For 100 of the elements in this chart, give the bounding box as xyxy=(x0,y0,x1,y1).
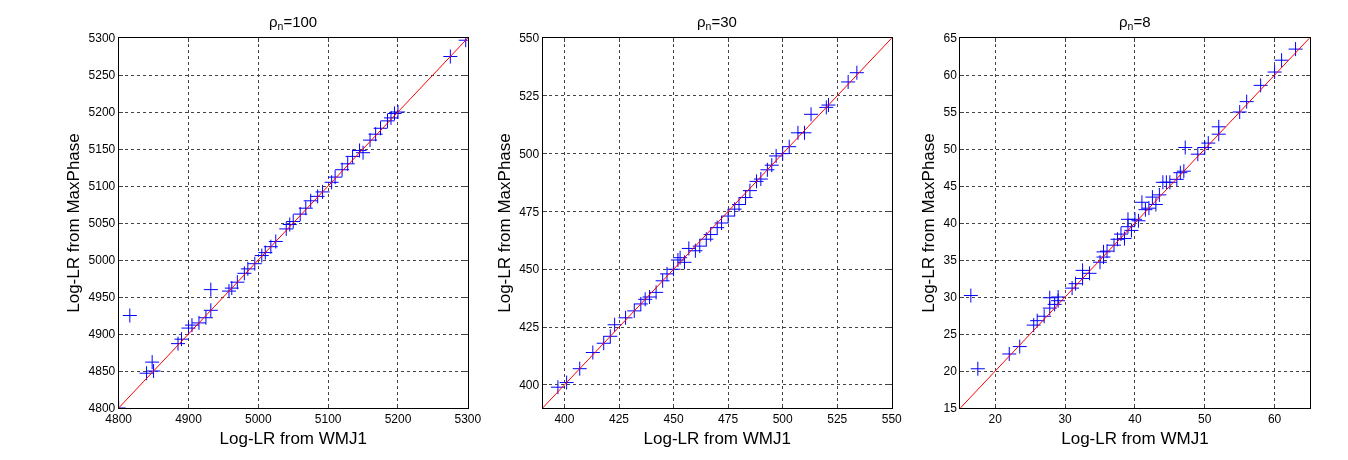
point xyxy=(345,148,361,164)
point xyxy=(559,375,575,391)
point xyxy=(607,317,623,333)
point xyxy=(703,227,719,243)
x-tick-label: 20 xyxy=(988,412,1003,427)
point xyxy=(292,206,308,222)
point xyxy=(144,354,160,370)
point xyxy=(173,331,189,347)
point xyxy=(963,288,979,304)
point xyxy=(184,317,200,333)
chart-title: ρ$_{n}$=30 xyxy=(697,13,737,33)
y-tick-label: 5000 xyxy=(88,253,116,268)
point xyxy=(263,239,279,255)
point xyxy=(1064,280,1080,296)
y-tick-label: 5050 xyxy=(88,216,116,231)
point xyxy=(796,125,812,141)
point xyxy=(753,171,769,187)
x-axis-title: Log-LR from WMJ1 xyxy=(643,428,791,448)
point xyxy=(550,379,566,395)
point xyxy=(642,289,658,305)
point xyxy=(970,361,986,377)
y-tick-label: 500 xyxy=(519,146,540,161)
point xyxy=(687,243,703,259)
point xyxy=(681,240,697,256)
point xyxy=(1169,171,1185,187)
x-tick-label: 425 xyxy=(608,412,630,427)
point xyxy=(738,190,754,206)
point xyxy=(1137,202,1153,218)
point xyxy=(340,156,356,172)
chart-title: ρ$_{n}$=100 xyxy=(269,13,318,33)
x-tick-label: 40 xyxy=(1128,412,1142,427)
y-tick-label: 425 xyxy=(519,320,540,335)
point xyxy=(1026,317,1042,333)
x-tick-label: 5000 xyxy=(244,412,272,427)
point xyxy=(585,345,601,360)
point xyxy=(764,157,780,173)
point xyxy=(692,238,708,254)
point xyxy=(303,193,319,209)
y-tick-label: 65 xyxy=(943,31,958,46)
point xyxy=(748,173,764,189)
y-tick-label: 30 xyxy=(943,290,958,305)
point xyxy=(768,148,784,164)
point xyxy=(659,266,675,282)
x-tick-label: 5300 xyxy=(454,412,482,427)
chart-title: ρ$_{n}$=8 xyxy=(1119,13,1151,33)
x-tick-label: 50 xyxy=(1198,412,1212,427)
point xyxy=(698,231,714,247)
point xyxy=(240,261,256,277)
point xyxy=(298,200,314,216)
point xyxy=(1144,189,1160,205)
point xyxy=(1075,271,1091,286)
y-tick-label: 55 xyxy=(943,105,958,120)
point xyxy=(362,132,378,148)
point xyxy=(1274,52,1290,68)
point xyxy=(1190,146,1206,162)
point xyxy=(180,320,196,336)
y-axis-title: Log-LR from MaxPhase xyxy=(64,133,84,313)
point xyxy=(442,49,458,64)
x-tick-label: 4800 xyxy=(105,412,133,427)
y-axis-title: Log-LR from MaxPhase xyxy=(919,133,939,313)
point xyxy=(648,284,664,300)
point xyxy=(1001,346,1017,362)
point xyxy=(1239,94,1255,110)
y-tick-label: 50 xyxy=(943,142,958,157)
point xyxy=(1253,77,1269,93)
point xyxy=(278,221,294,237)
point xyxy=(334,162,350,178)
point xyxy=(759,162,775,178)
point xyxy=(1106,237,1122,253)
point xyxy=(849,65,865,81)
point xyxy=(1232,104,1248,120)
point xyxy=(268,234,284,249)
x-tick-label: 5100 xyxy=(314,412,342,427)
point xyxy=(709,220,725,236)
point xyxy=(1113,226,1129,242)
y-tick-label: 450 xyxy=(519,262,540,277)
x-tick-label: 60 xyxy=(1267,412,1282,427)
y-tick-label: 40 xyxy=(943,216,958,231)
y-tick-label: 20 xyxy=(943,364,958,379)
y-tick-label: 35 xyxy=(943,253,958,268)
point xyxy=(390,104,406,120)
point xyxy=(781,139,797,155)
point xyxy=(1151,187,1167,203)
x-tick-label: 475 xyxy=(718,412,739,427)
y-tick-label: 5300 xyxy=(88,31,116,46)
point xyxy=(380,113,395,129)
y-tick-label: 4850 xyxy=(88,364,116,379)
point xyxy=(1177,140,1193,156)
x-tick-label: 550 xyxy=(881,412,903,427)
x-tick-label: 4900 xyxy=(175,412,203,427)
point xyxy=(315,184,331,200)
x-tick-label: 500 xyxy=(772,412,794,427)
point xyxy=(1162,174,1178,190)
point xyxy=(572,361,588,377)
point xyxy=(1082,265,1098,281)
point xyxy=(203,282,219,298)
y-tick-label: 15 xyxy=(943,401,958,416)
point xyxy=(1288,41,1304,57)
point xyxy=(1211,119,1227,135)
point xyxy=(676,254,692,270)
